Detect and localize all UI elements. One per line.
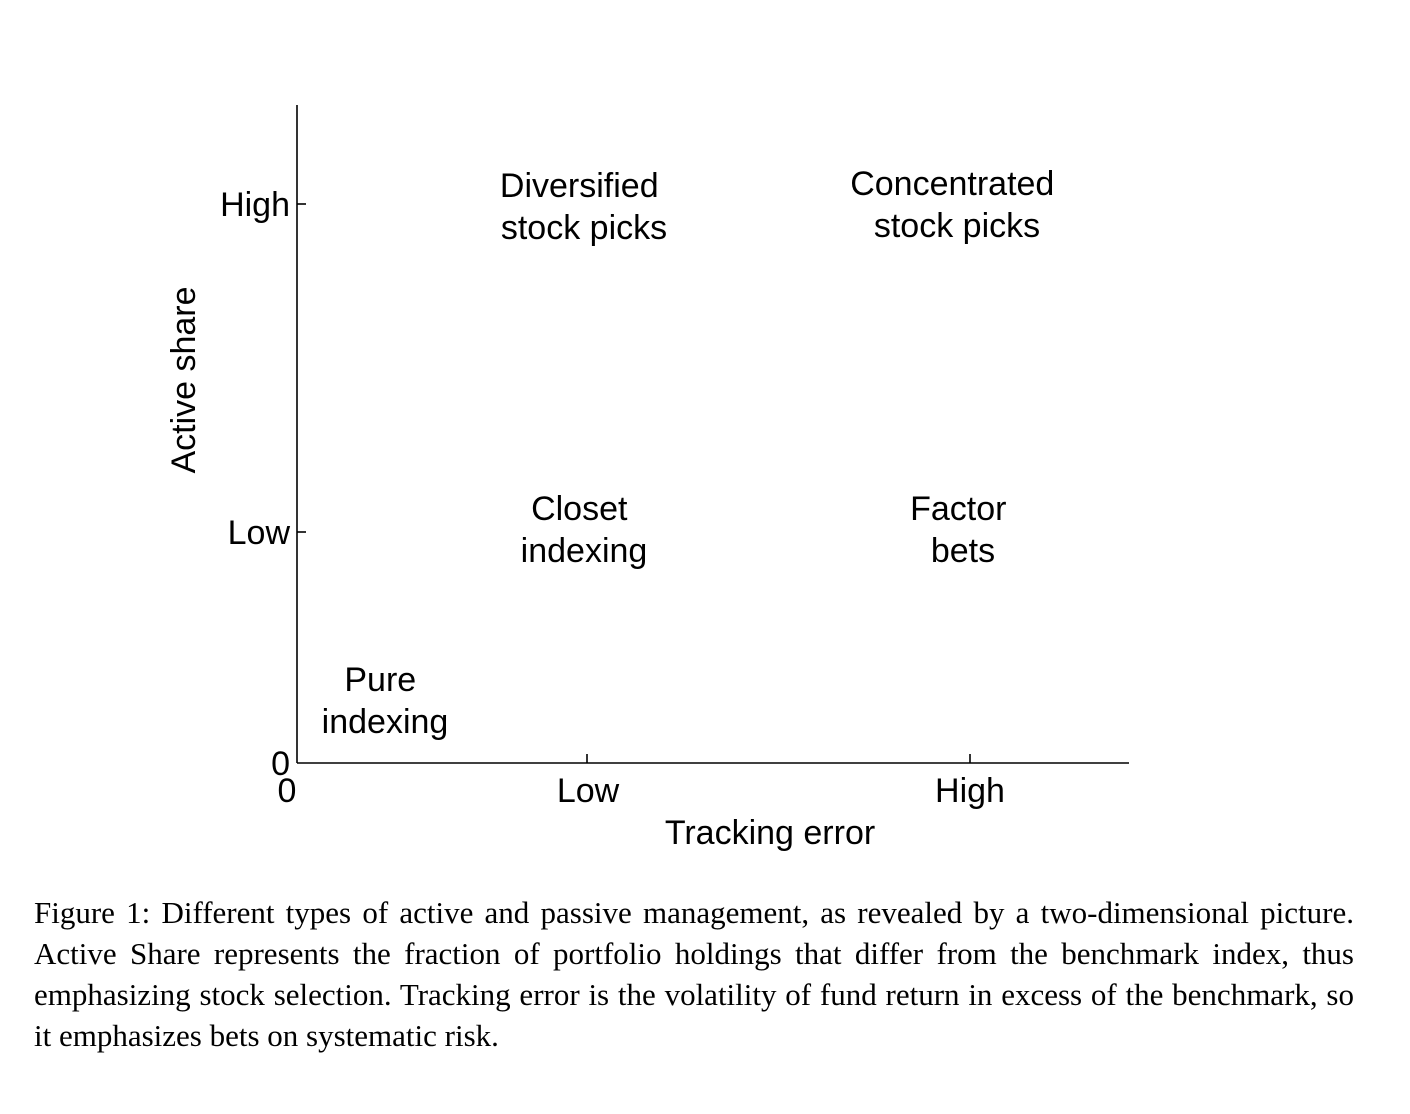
y-origin-label: 0	[271, 745, 290, 783]
label-pure-indexing: Pure indexing	[322, 661, 449, 741]
label-factor-line2: bets	[931, 532, 995, 570]
y-tick-label-low: Low	[228, 514, 291, 552]
label-concentrated-line2: stock picks	[874, 207, 1040, 245]
label-pure-line1: Pure	[344, 661, 416, 699]
x-tick-label-low: Low	[557, 772, 620, 810]
x-axis-title: Tracking error	[665, 814, 875, 852]
label-factor-bets: Factor bets	[910, 490, 1016, 570]
label-concentrated-stock-picks: Concentrated stock picks	[850, 165, 1064, 245]
label-concentrated-line1: Concentrated	[850, 165, 1054, 203]
y-tick-label-high: High	[220, 186, 290, 224]
label-closet-indexing: Closet indexing	[521, 490, 648, 570]
figure-caption: Figure 1: Different types of active and …	[34, 895, 1354, 1053]
x-tick-label-high: High	[935, 772, 1005, 810]
x-origin-label: 0	[278, 772, 297, 810]
label-diversified-line1: Diversified	[500, 167, 659, 205]
active-share-diagram: High Low 0 0 Low High Tracking error Act…	[165, 105, 1129, 852]
label-pure-line2: indexing	[322, 703, 449, 741]
y-axis-title: Active share	[165, 286, 203, 473]
label-factor-line1: Factor	[910, 490, 1006, 528]
label-diversified-line2: stock picks	[501, 209, 667, 247]
label-closet-line1: Closet	[531, 490, 628, 528]
label-closet-line2: indexing	[521, 532, 648, 570]
label-diversified-stock-picks: Diversified stock picks	[500, 167, 668, 247]
